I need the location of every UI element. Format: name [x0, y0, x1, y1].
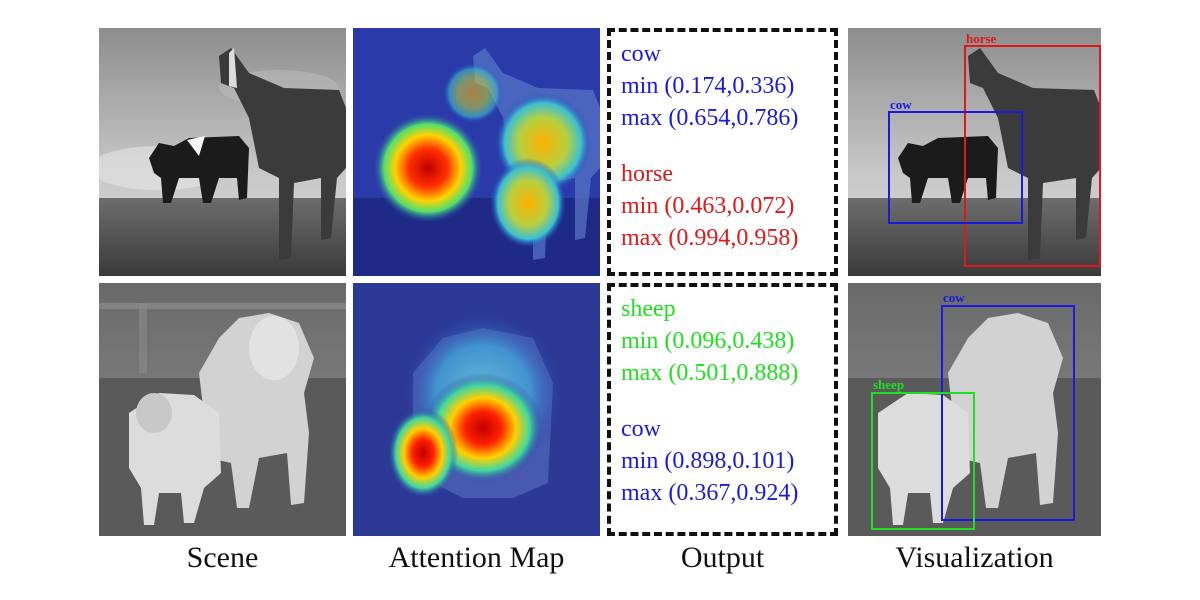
column-label-attention-map: Attention Map: [388, 541, 565, 574]
output-min-coord: min (0.096,0.438): [621, 328, 795, 354]
output-label: horse: [621, 161, 673, 187]
output-detection-cow: cow min (0.898,0.101) max (0.367,0.924): [621, 413, 834, 509]
bbox-sheep: [871, 392, 975, 530]
column-label-output: Output: [680, 541, 765, 574]
column-label-scene: Scene: [186, 541, 259, 574]
output-detection-cow: cow min (0.174,0.336) max (0.654,0.786): [621, 38, 834, 134]
output-max-coord: max (0.367,0.924): [621, 480, 799, 506]
bbox-cow: [941, 305, 1075, 521]
output-max-coord: max (0.501,0.888): [621, 360, 799, 386]
output-max-coord: max (0.654,0.786): [621, 105, 799, 131]
scene-image-cow-sheep: [99, 283, 346, 536]
scene-image-horse-cow: [99, 28, 346, 276]
output-label: cow: [621, 41, 661, 67]
output-max-coord: max (0.994,0.958): [621, 225, 799, 251]
output-detection-horse: horse min (0.463,0.072) max (0.994,0.958…: [621, 158, 834, 254]
bbox-label-horse: horse: [966, 31, 997, 46]
bbox-label-sheep: sheep: [873, 377, 905, 392]
bbox-label-cow: cow: [943, 290, 965, 305]
attention-map-cow-sheep: [353, 283, 600, 536]
output-box-row-2: sheep min (0.096,0.438) max (0.501,0.888…: [607, 283, 838, 536]
output-box-row-1: cow min (0.174,0.336) max (0.654,0.786) …: [607, 28, 838, 276]
bbox-cow: [888, 111, 1023, 224]
visualization-cow-sheep: cow sheep: [848, 283, 1101, 536]
output-min-coord: min (0.898,0.101): [621, 448, 795, 474]
output-min-coord: min (0.174,0.336): [621, 73, 795, 99]
output-detection-sheep: sheep min (0.096,0.438) max (0.501,0.888…: [621, 293, 834, 389]
attention-map-horse-cow: [353, 28, 600, 276]
bbox-label-cow: cow: [890, 97, 912, 112]
output-label: sheep: [621, 296, 676, 322]
output-label: cow: [621, 416, 661, 442]
column-label-visualization: Visualization: [895, 541, 1054, 574]
bbox-horse: [964, 45, 1101, 267]
visualization-horse-cow: horse cow: [848, 28, 1101, 276]
output-min-coord: min (0.463,0.072): [621, 193, 795, 219]
